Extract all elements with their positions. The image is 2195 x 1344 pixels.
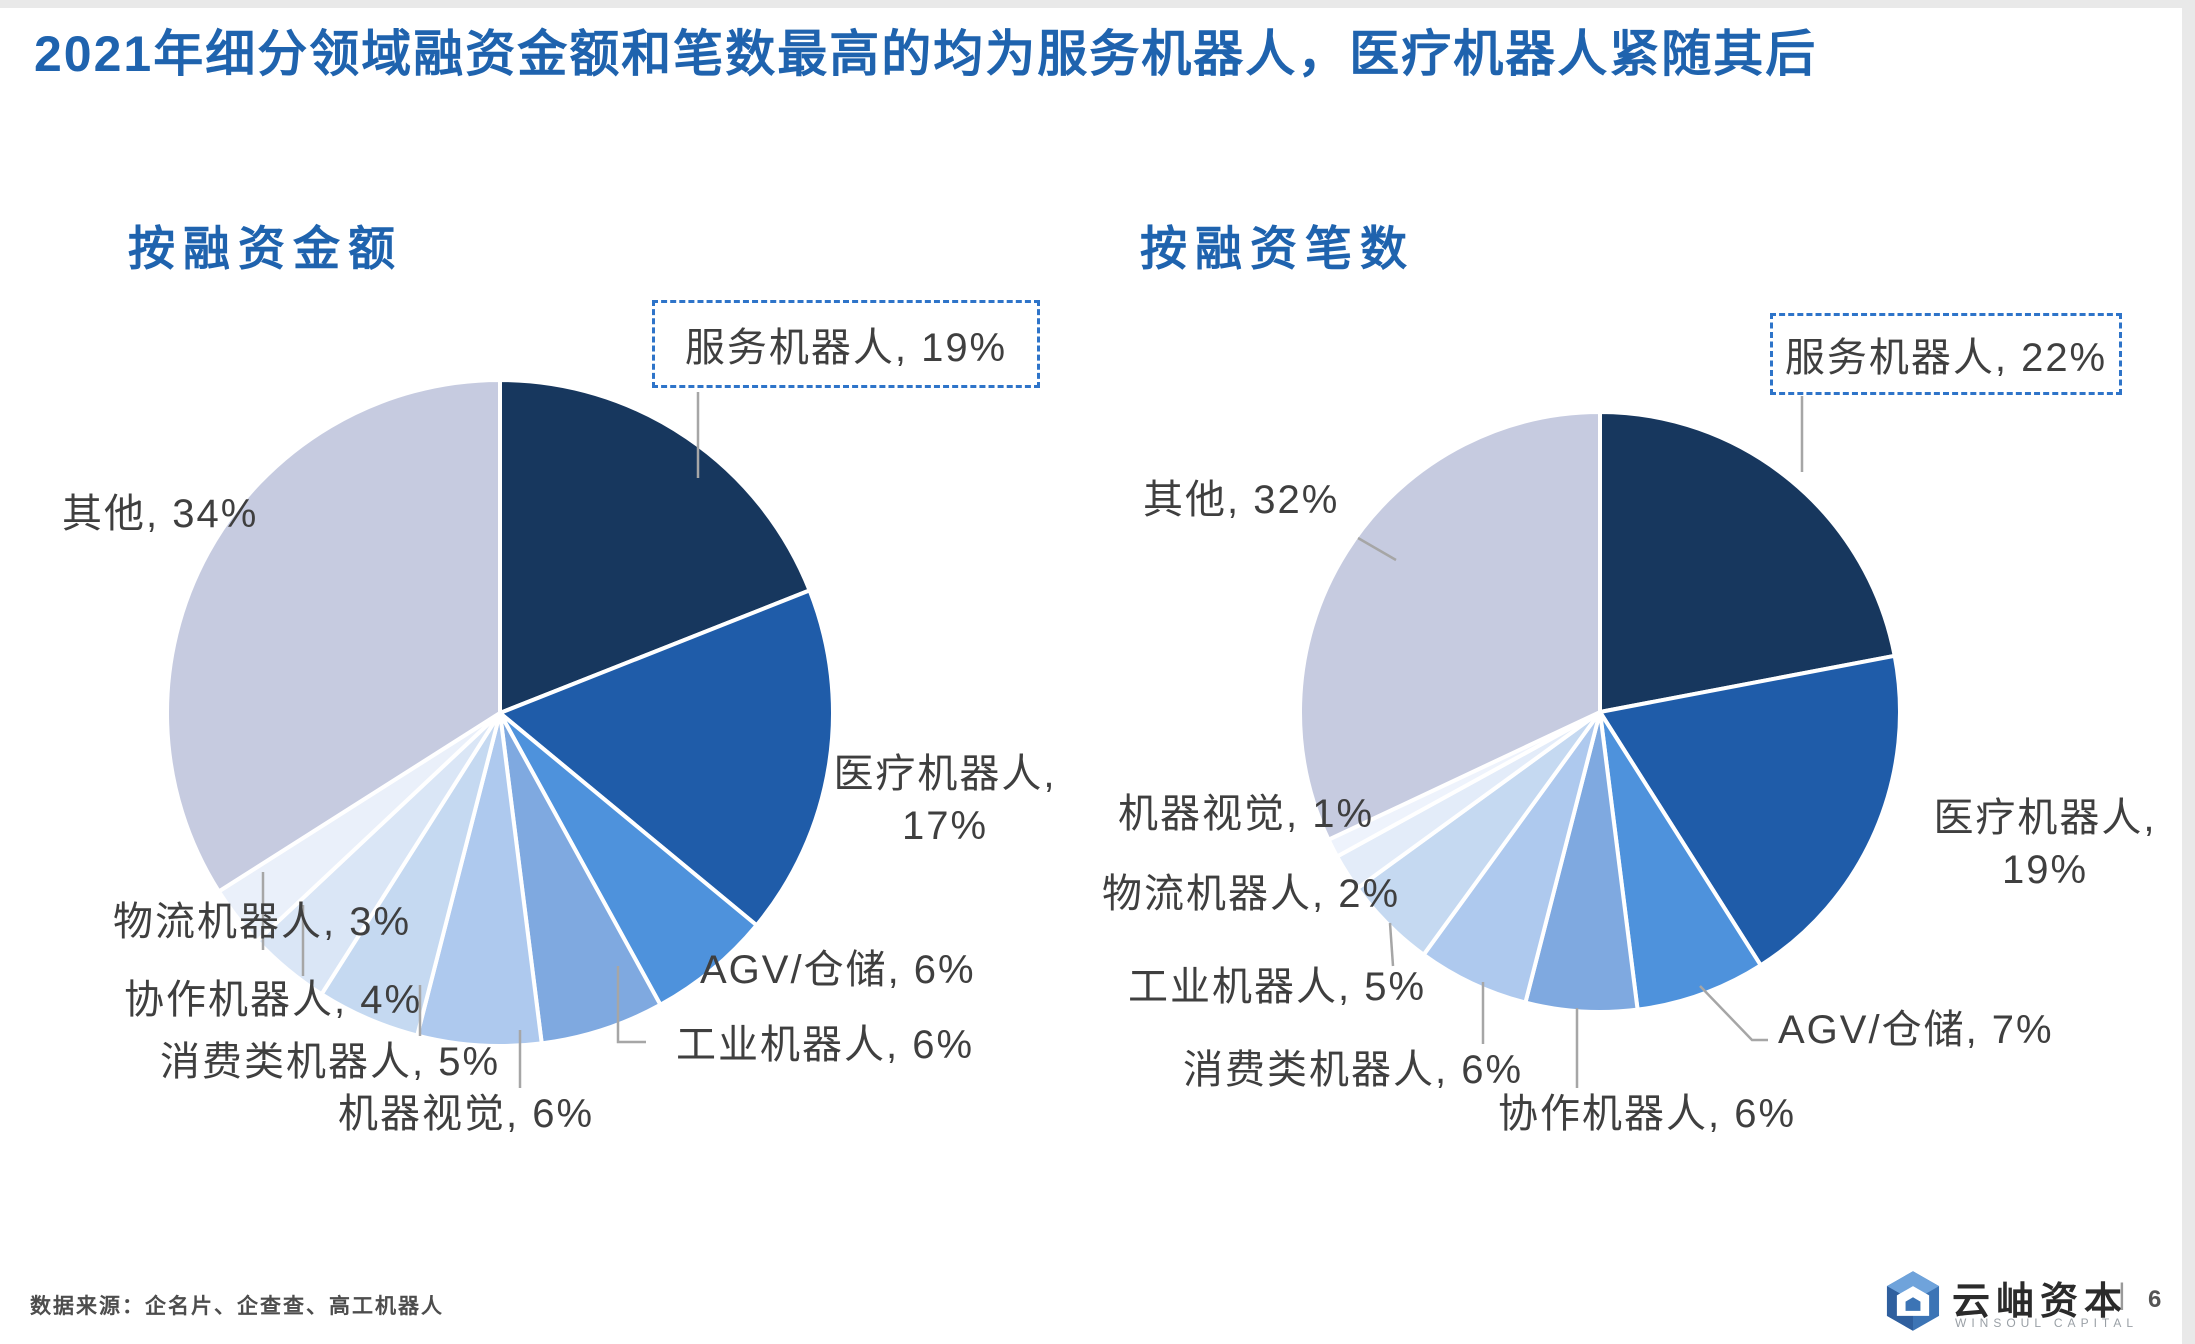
data-source-note: 数据来源：企名片、企查查、高工机器人 bbox=[30, 1294, 444, 1318]
pie-label-industrial-robot-count: 工业机器人, 5% bbox=[1128, 965, 1427, 1009]
pie-label-medical-robot-amount: 医疗机器人, 17% bbox=[833, 752, 1057, 848]
pie-label-machine-vision-amount: 机器视觉, 6% bbox=[338, 1092, 595, 1136]
pie-slice-service-robot-amount bbox=[498, 378, 812, 715]
pie-label-consumer-robot-count: 消费类机器人, 6% bbox=[1183, 1048, 1524, 1092]
pie-label-logistics-robot-count: 物流机器人, 2% bbox=[1102, 872, 1401, 916]
pie-label-collaborative-robot-count: 协作机器人, 6% bbox=[1498, 1092, 1797, 1136]
pie-callout-service-robot-amount: 服务机器人, 19% bbox=[652, 300, 1040, 388]
pie-label-agv-warehouse-count: AGV/仓储, 7% bbox=[1778, 1008, 2054, 1052]
leader-line-industrial-robot-count bbox=[1388, 922, 1395, 967]
page-title: 2021年细分领域融资金额和笔数最高的均为服务机器人，医疗机器人紧随其后 bbox=[34, 26, 1818, 82]
page-number: 6 bbox=[2148, 1286, 2162, 1313]
pie-slice-agv-warehouse-amount bbox=[498, 711, 759, 1007]
pie-label-logistics-robot-amount: 物流机器人, 3% bbox=[113, 900, 412, 944]
chart-title-by-count: 按融资笔数 bbox=[1140, 222, 1415, 275]
winsoul-capital-logo-icon bbox=[1886, 1271, 1940, 1331]
pie-slice-medical-robot-count bbox=[1598, 653, 1903, 968]
pie-slice-medical-robot-amount bbox=[498, 588, 835, 928]
leader-line-industrial-robot-amount bbox=[616, 966, 646, 1044]
pie-slice-machine-vision-amount bbox=[415, 711, 544, 1048]
screen-edge-top bbox=[0, 0, 2195, 8]
pie-label-industrial-robot-amount: 工业机器人, 6% bbox=[676, 1023, 975, 1067]
pie-label-consumer-robot-amount: 消费类机器人, 5% bbox=[160, 1040, 501, 1084]
leader-line-other-count bbox=[1357, 536, 1397, 562]
pie-label-collaborative-robot-amount: 协作机器人, 4% bbox=[124, 978, 423, 1022]
screen-edge-right bbox=[2182, 0, 2195, 1344]
pie-by-count bbox=[1298, 410, 1903, 1014]
chart-title-by-amount: 按融资金额 bbox=[128, 222, 403, 275]
leader-line-agv-warehouse-count bbox=[1699, 985, 1768, 1042]
pie-label-other-count: 其他, 32% bbox=[1143, 478, 1340, 522]
pie-label-other-amount: 其他, 34% bbox=[62, 492, 259, 536]
pie-slice-industrial-robot-amount bbox=[498, 711, 663, 1046]
pie-label-agv-warehouse-amount: AGV/仓储, 6% bbox=[700, 948, 976, 992]
pie-callout-service-robot-count: 服务机器人, 22% bbox=[1770, 313, 2122, 395]
pie-by-amount bbox=[165, 378, 835, 1048]
pie-label-machine-vision-count: 机器视觉, 1% bbox=[1118, 792, 1375, 836]
pie-label-medical-robot-count: 医疗机器人, 19% bbox=[1933, 796, 2157, 892]
footer-separator: | bbox=[2118, 1278, 2126, 1311]
winsoul-capital-logo-text-cn: 云岫资本 bbox=[1952, 1281, 2129, 1323]
pie-slice-other-amount bbox=[165, 378, 502, 894]
pie-slice-service-robot-count bbox=[1598, 410, 1897, 714]
winsoul-capital-logo-text-en: WINSOUL CAPITAL bbox=[1955, 1316, 2139, 1330]
pie-slice-agv-warehouse-count bbox=[1598, 710, 1763, 1012]
pie-slice-other-count bbox=[1298, 410, 1602, 842]
